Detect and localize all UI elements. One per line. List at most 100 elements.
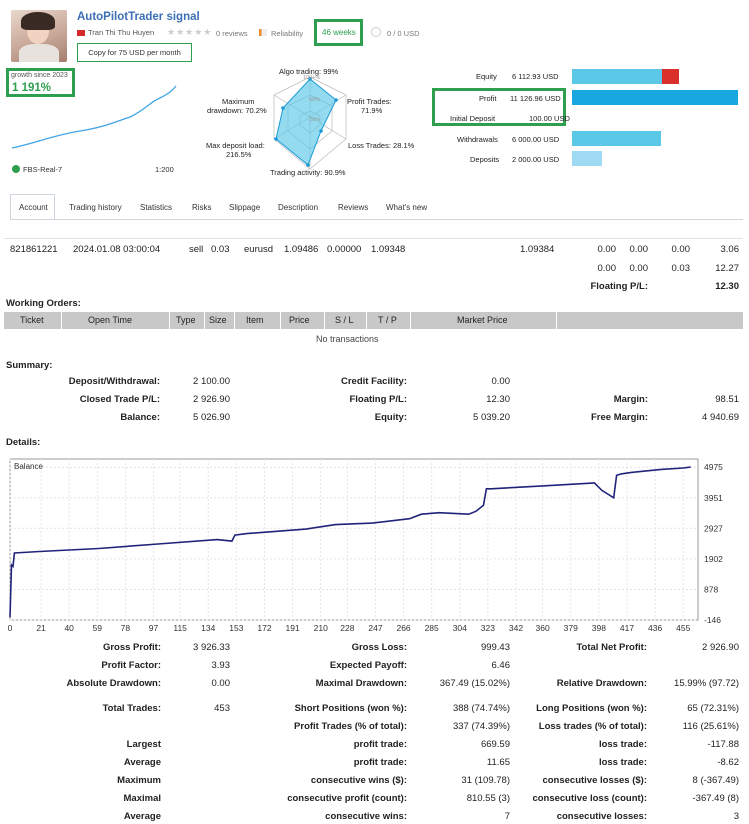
initial-deposit-label: Initial Deposit — [450, 114, 496, 123]
summary-equity-label: Equity: — [374, 412, 407, 423]
x-tick-label: 285 — [425, 623, 439, 633]
withdrawals-bar — [572, 131, 661, 146]
equity-loss-bar — [662, 69, 679, 84]
largest-label: Largest — [126, 739, 161, 750]
radar-ring-60: 60% — [309, 97, 321, 103]
tab-slippage[interactable]: Slippage — [229, 203, 261, 212]
loss-trades-label: Loss trades (% of total): — [538, 721, 647, 732]
floating-pl-label: Floating P/L: — [590, 281, 648, 292]
long-label: Long Positions (won %): — [536, 703, 647, 714]
largest-loss-label: loss trade: — [598, 739, 647, 750]
growth-chart — [11, 85, 177, 149]
radar-profit-trades-val: 71.9% — [361, 106, 383, 115]
radar-drawdown: Maximum — [222, 97, 255, 106]
total-net-label: Total Net Profit: — [576, 642, 647, 653]
rating-stars-icon: ★★★★★ — [167, 27, 213, 37]
chart-frame — [9, 458, 699, 621]
no-transactions: No transactions — [316, 334, 379, 344]
max-wins-val: 31 (109.78) — [461, 775, 510, 786]
weeks-value: 46 weeks — [322, 28, 356, 37]
x-tick-label: 398 — [592, 623, 606, 633]
trade-profit: 3.06 — [720, 244, 740, 255]
col-tp: T / P — [378, 315, 397, 325]
trade-ticket: 821861221 — [10, 244, 58, 255]
summary-margin-label: Margin: — [613, 394, 648, 405]
maximal-loss-label: consecutive loss (count): — [532, 793, 647, 804]
summary-free-margin-value: 4 940.69 — [702, 412, 739, 423]
reliability-label: Reliability — [271, 29, 304, 38]
author-name[interactable]: Tran Thi Thu Huyen — [88, 28, 155, 37]
col-market-price: Market Price — [457, 315, 508, 325]
tab-whats-new[interactable]: What's new — [386, 203, 428, 212]
trade-swap: 0.00 — [671, 244, 691, 255]
flag-icon — [77, 30, 85, 36]
maximum-label: Maximum — [117, 775, 161, 786]
rel-dd-label: Relative Drawdown: — [556, 678, 647, 689]
total-trades-val: 453 — [214, 703, 230, 714]
average-label: Average — [123, 757, 161, 768]
deposits-label: Deposits — [470, 155, 500, 164]
total-trades-label: Total Trades: — [102, 703, 161, 714]
summary-title: Summary: — [6, 360, 53, 371]
summary-deposit-value: 2 100.00 — [193, 376, 230, 387]
avatar[interactable] — [11, 10, 67, 62]
withdrawals-label: Withdrawals — [457, 135, 498, 144]
profit-value: 11 126.96 USD — [510, 94, 561, 103]
y-tick-label: 1902 — [704, 554, 723, 564]
maximal-profit-val: 810.55 (3) — [466, 793, 510, 804]
profit-factor-label: Profit Factor: — [101, 660, 161, 671]
x-tick-label: 436 — [648, 623, 662, 633]
tabs-underline — [10, 219, 743, 220]
tab-description[interactable]: Description — [278, 203, 319, 212]
tab-risks[interactable]: Risks — [192, 203, 212, 212]
avg-profit-label: profit trade: — [353, 757, 407, 768]
tab-account[interactable]: Account — [19, 203, 48, 212]
leverage: 1:200 — [155, 165, 174, 174]
growth-highlight — [6, 68, 75, 97]
summary-closed-label: Closed Trade P/L: — [79, 394, 160, 405]
summary-balance-label: Balance: — [120, 412, 160, 423]
tab-trading-history[interactable]: Trading history — [69, 203, 122, 212]
y-tick-label: 3951 — [704, 493, 723, 503]
withdrawals-value: 6 000.00 USD — [512, 135, 560, 144]
growth-label: growth since 2023 — [11, 72, 68, 79]
y-tick-label: -146 — [704, 615, 721, 625]
expected-label: Expected Payoff: — [329, 660, 407, 671]
radar-activity: Trading activity: 90.9% — [270, 168, 346, 177]
initial-deposit-value: 100.00 USD — [529, 114, 570, 123]
gross-loss-val: 999.43 — [480, 642, 510, 653]
radar-deposit-load-val: 216.5% — [226, 150, 252, 159]
radar-chart — [273, 76, 347, 170]
trade-item: eurusd — [244, 244, 274, 255]
totals-taxes: 0.00 — [629, 263, 649, 274]
trade-commission: 0.00 — [597, 244, 617, 255]
col-item: Item — [246, 315, 264, 325]
trade-type: sell — [189, 244, 204, 255]
trade-tp: 1.09348 — [371, 244, 406, 255]
totals-profit: 12.27 — [715, 263, 739, 274]
summary-deposit-label: Deposit/Withdrawal: — [68, 376, 160, 387]
avg-profit-val: 11.65 — [486, 757, 510, 768]
largest-profit-val: 669.59 — [480, 739, 510, 750]
max-losses-val: 8 (-367.49) — [692, 775, 739, 786]
summary-margin-value: 98.51 — [715, 394, 739, 405]
copy-button[interactable]: Copy for 75 USD per month — [77, 43, 192, 62]
avg-loss-val: -8.62 — [717, 757, 739, 768]
x-tick-label: 97 — [149, 623, 159, 633]
largest-profit-label: profit trade: — [353, 739, 407, 750]
y-tick-label: 878 — [704, 584, 718, 594]
tab-reviews[interactable]: Reviews — [338, 203, 369, 212]
deposits-value: 2 000.00 USD — [512, 155, 560, 164]
server-ok-icon — [12, 165, 20, 173]
x-tick-label: 304 — [453, 623, 467, 633]
totals-swap: 0.03 — [671, 263, 691, 274]
tab-statistics[interactable]: Statistics — [140, 203, 173, 212]
total-net-val: 2 926.90 — [702, 642, 739, 653]
y-tick-label: 4975 — [704, 462, 723, 472]
radar-algo: Algo trading: 99% — [279, 67, 339, 76]
reviews-link[interactable]: 0 reviews — [216, 29, 248, 38]
trade-time: 2024.01.08 03:00:04 — [73, 244, 161, 255]
rel-dd-val: 15.99% (97.72) — [674, 678, 739, 689]
col-type: Type — [176, 315, 196, 325]
signal-title[interactable]: AutoPilotTrader signal — [77, 11, 200, 23]
